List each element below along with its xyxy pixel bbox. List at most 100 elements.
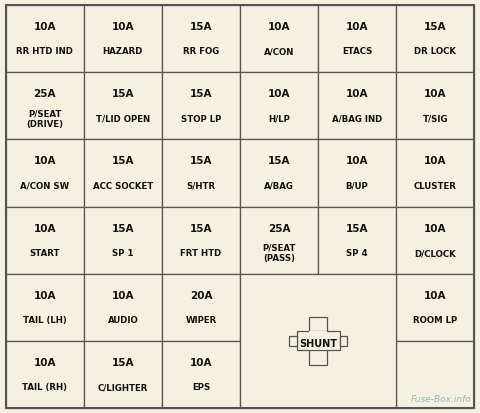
Text: START: START <box>30 249 60 258</box>
Bar <box>84 341 162 408</box>
Bar <box>318 5 396 72</box>
Text: SP 4: SP 4 <box>346 249 368 258</box>
Bar <box>84 72 162 139</box>
Bar <box>318 72 396 139</box>
Bar <box>84 5 162 72</box>
Bar <box>396 139 474 206</box>
Bar <box>240 274 396 408</box>
Bar <box>162 341 240 408</box>
Text: S/HTR: S/HTR <box>186 182 216 191</box>
Text: 15A: 15A <box>112 89 134 99</box>
Text: A/BAG IND: A/BAG IND <box>332 115 382 123</box>
Text: RR HTD IND: RR HTD IND <box>16 47 73 57</box>
Text: 20A: 20A <box>190 291 212 301</box>
Text: 15A: 15A <box>190 224 212 234</box>
Text: ROOM LP: ROOM LP <box>413 316 457 325</box>
Bar <box>339 336 348 346</box>
Text: 15A: 15A <box>346 224 368 234</box>
Text: TAIL (LH): TAIL (LH) <box>23 316 67 325</box>
Text: 10A: 10A <box>34 291 56 301</box>
Text: 15A: 15A <box>190 22 212 32</box>
Text: D/CLOCK: D/CLOCK <box>414 249 456 258</box>
Text: 15A: 15A <box>190 157 212 166</box>
Text: 10A: 10A <box>424 157 446 166</box>
Bar <box>84 206 162 274</box>
Bar <box>240 72 318 139</box>
Bar <box>396 341 474 408</box>
Text: 10A: 10A <box>424 291 446 301</box>
Text: 10A: 10A <box>34 157 56 166</box>
Text: CLUSTER: CLUSTER <box>414 182 456 191</box>
Text: A/BAG: A/BAG <box>264 182 294 191</box>
Bar <box>6 341 84 408</box>
Bar <box>6 5 84 72</box>
Text: Fuse-Box.info: Fuse-Box.info <box>411 395 472 404</box>
Text: ETACS: ETACS <box>342 47 372 57</box>
Text: 10A: 10A <box>346 22 368 32</box>
Text: EPS: EPS <box>192 383 210 392</box>
Text: 10A: 10A <box>268 22 290 32</box>
Text: 15A: 15A <box>112 157 134 166</box>
Text: T/LID OPEN: T/LID OPEN <box>96 115 150 123</box>
Bar <box>310 332 327 350</box>
Text: 25A: 25A <box>34 89 56 99</box>
Text: SHUNT: SHUNT <box>299 339 337 349</box>
Bar <box>240 5 318 72</box>
Text: 10A: 10A <box>112 22 134 32</box>
Text: P/SEAT
(PASS): P/SEAT (PASS) <box>263 244 296 263</box>
Bar <box>162 139 240 206</box>
Text: 15A: 15A <box>112 224 134 234</box>
Text: TAIL (RH): TAIL (RH) <box>22 383 67 392</box>
Bar <box>162 274 240 341</box>
Text: RR FOG: RR FOG <box>183 47 219 57</box>
Bar <box>396 5 474 72</box>
Text: 10A: 10A <box>190 358 212 368</box>
Bar <box>162 5 240 72</box>
Text: 15A: 15A <box>190 89 212 99</box>
Bar <box>396 206 474 274</box>
Bar <box>6 274 84 341</box>
Bar <box>6 72 84 139</box>
Bar <box>297 332 339 350</box>
Bar <box>396 274 474 341</box>
Bar <box>84 139 162 206</box>
Text: T/SIG: T/SIG <box>422 115 448 123</box>
Text: 10A: 10A <box>34 358 56 368</box>
Bar <box>162 72 240 139</box>
Text: 10A: 10A <box>346 157 368 166</box>
Text: 15A: 15A <box>112 358 134 368</box>
Bar <box>396 72 474 139</box>
Text: 10A: 10A <box>424 224 446 234</box>
Text: 15A: 15A <box>268 157 290 166</box>
Text: DR LOCK: DR LOCK <box>414 47 456 57</box>
Text: WIPER: WIPER <box>185 316 216 325</box>
Text: A/CON: A/CON <box>264 47 294 57</box>
Text: STOP LP: STOP LP <box>181 115 221 123</box>
Bar <box>240 139 318 206</box>
Bar <box>318 206 396 274</box>
Bar <box>240 206 318 274</box>
Text: A/CON SW: A/CON SW <box>20 182 70 191</box>
Bar <box>162 206 240 274</box>
Text: 15A: 15A <box>424 22 446 32</box>
Bar <box>84 274 162 341</box>
Text: 10A: 10A <box>346 89 368 99</box>
Text: FRT HTD: FRT HTD <box>180 249 222 258</box>
Text: 10A: 10A <box>112 291 134 301</box>
Bar <box>318 139 396 206</box>
Text: 25A: 25A <box>268 224 290 234</box>
Bar <box>289 336 297 346</box>
Text: H/LP: H/LP <box>268 115 290 123</box>
Text: C/LIGHTER: C/LIGHTER <box>98 383 148 392</box>
Text: HAZARD: HAZARD <box>103 47 143 57</box>
Text: 10A: 10A <box>424 89 446 99</box>
Bar <box>310 317 327 365</box>
Text: 10A: 10A <box>34 22 56 32</box>
Bar <box>6 206 84 274</box>
Bar <box>6 139 84 206</box>
Text: ACC SOCKET: ACC SOCKET <box>93 182 153 191</box>
Text: SP 1: SP 1 <box>112 249 133 258</box>
Text: AUDIO: AUDIO <box>108 316 138 325</box>
Text: 10A: 10A <box>34 224 56 234</box>
Text: 10A: 10A <box>268 89 290 99</box>
